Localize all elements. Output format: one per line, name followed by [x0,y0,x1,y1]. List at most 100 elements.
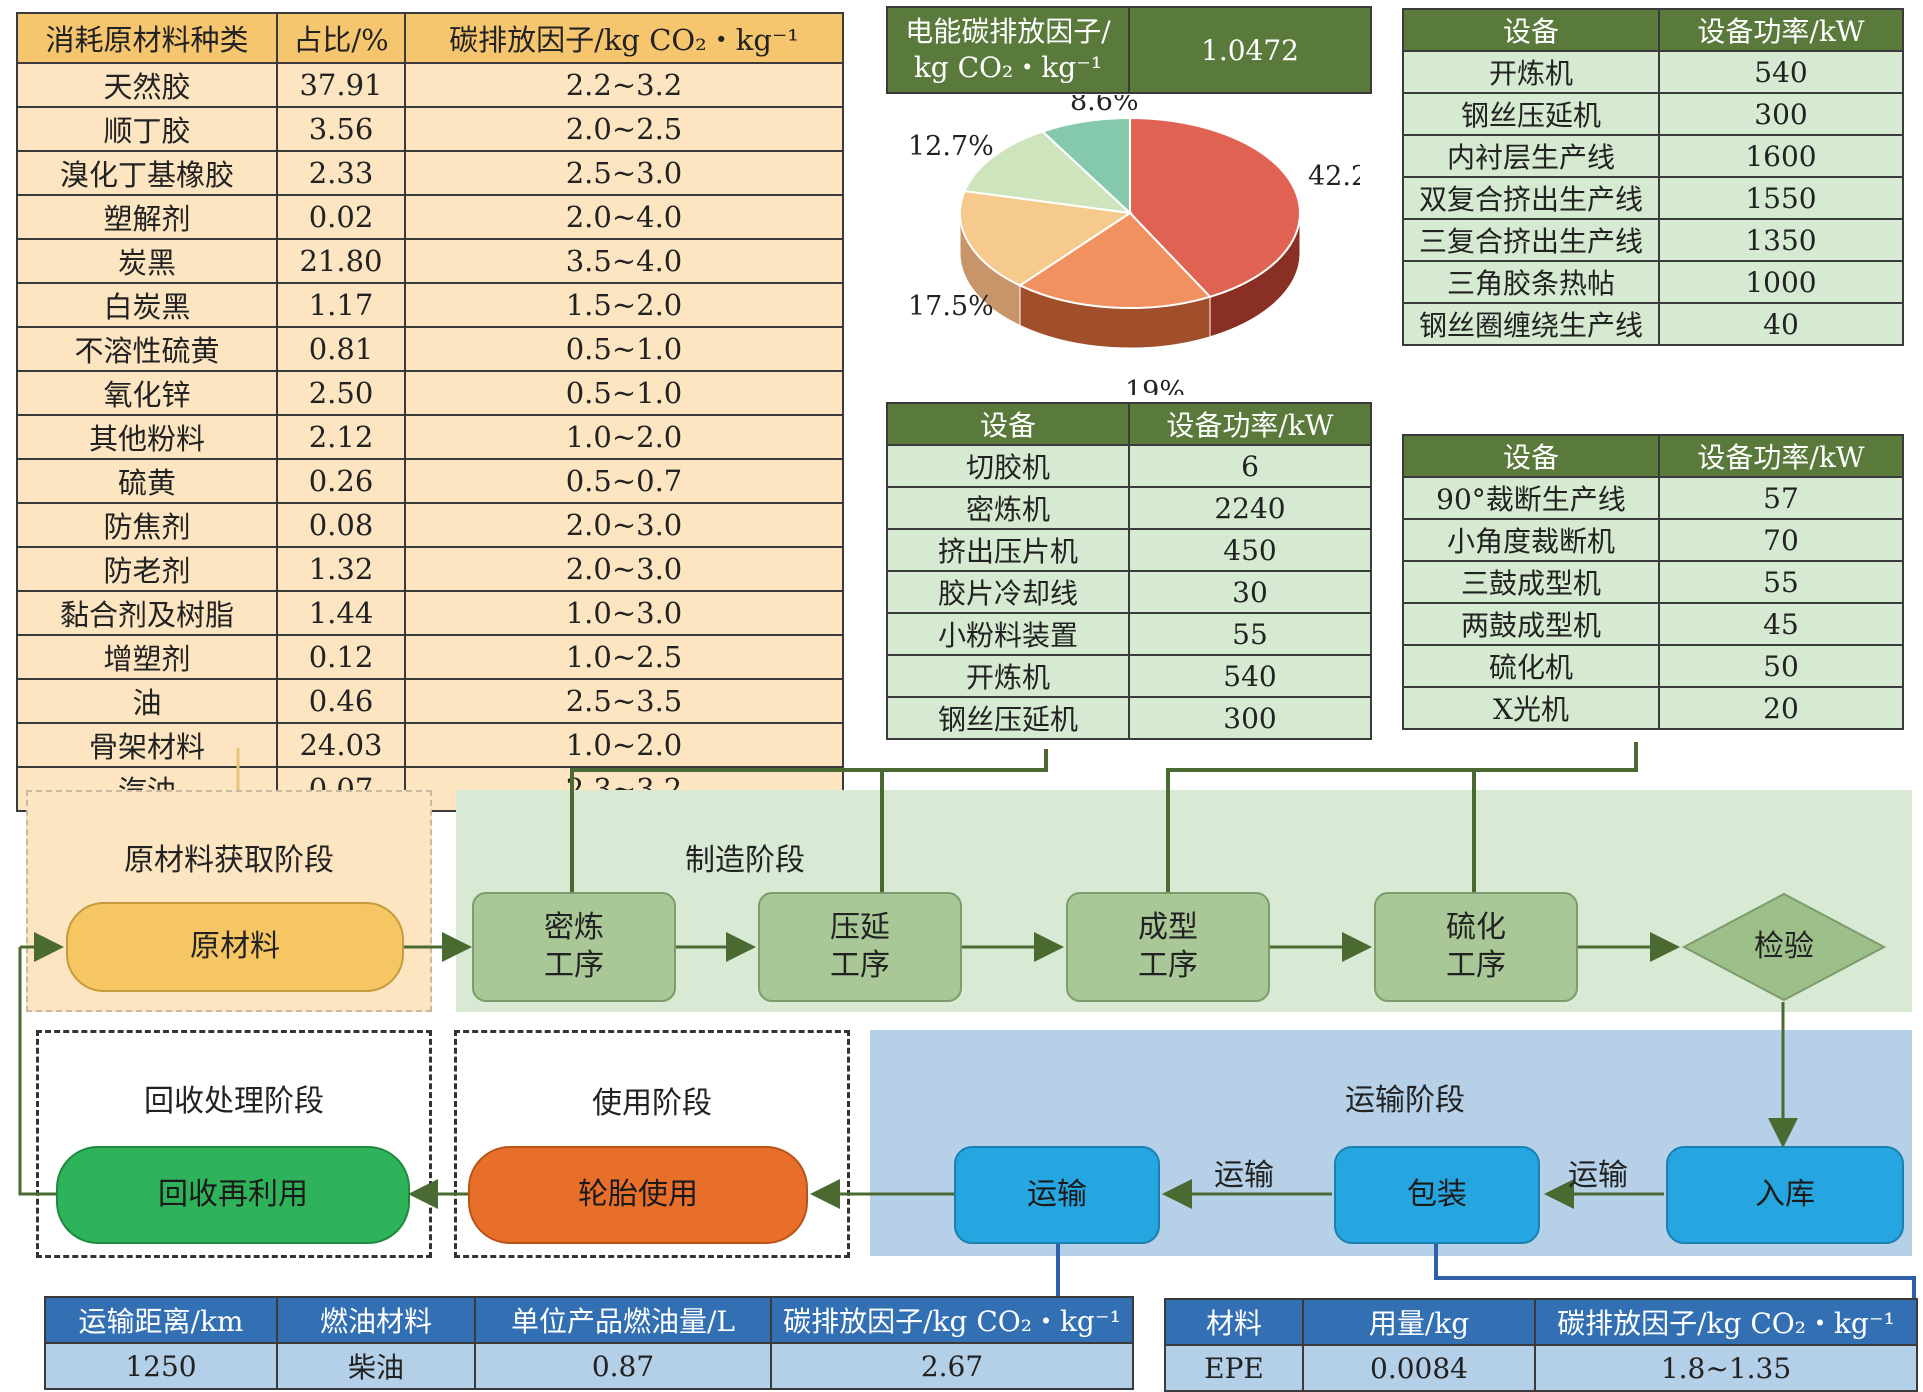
raw-material-cell: 塑解剂 [16,194,278,240]
equipment-c-cell: 70 [1658,518,1904,562]
raw-material-cell: 骨架材料 [16,722,278,768]
equipment-b-cell: 切胶机 [886,444,1130,488]
equipment-a-row: 三复合挤出生产线 1350 [1402,218,1904,262]
raw-material-cell: 3.5~4.0 [404,238,844,284]
raw-material-row: 防老剂 1.32 2.0~3.0 [16,546,844,592]
recycle-stage-title: 回收处理阶段 [144,1084,324,1119]
equipment-b-cell: 小粉料装置 [886,612,1130,656]
raw-material-cell: 防老剂 [16,546,278,592]
pack-amount: 0.0084 [1302,1344,1536,1392]
calender-label-1: 压延 [830,910,890,945]
raw-material-row: 氧化锌 2.50 0.5~1.0 [16,370,844,416]
forming-label-2: 工序 [1138,948,1198,983]
equipment-b-cell: 6 [1128,444,1372,488]
equipment-c-cell: 90°裁断生产线 [1402,476,1660,520]
raw-material-cell: 2.33 [276,150,406,196]
raw-material-row: 黏合剂及树脂 1.44 1.0~3.0 [16,590,844,636]
transport-distance: 1250 [44,1342,278,1390]
pie-chart: 42.2% 19% 17.5% 12.7% 8.6% [908,95,1360,395]
inspection-label: 检验 [1754,929,1814,964]
storage-label: 入库 [1755,1177,1815,1212]
transport-header-factor: 碳排放因子/kg CO₂・kg⁻¹ [770,1296,1134,1344]
raw-material-cell: 0.12 [276,634,406,680]
equipment-b-row: 密炼机 2240 [886,486,1372,530]
raw-material-cell: 2.12 [276,414,406,460]
recycle-node[interactable]: 回收再利用 [56,1146,410,1244]
equipment-c-row: X光机 20 [1402,686,1904,730]
equipment-b-row: 切胶机 6 [886,444,1372,488]
equipment-a-row: 双复合挤出生产线 1550 [1402,176,1904,220]
calendering-process-node[interactable]: 压延 工序 [758,892,962,1002]
pie-slice-label: 8.6% [1070,95,1139,117]
equipment-b-cell: 55 [1128,612,1372,656]
header-material: 消耗原材料种类 [16,12,278,64]
equipment-a-cell: 1000 [1658,260,1904,304]
transport-node[interactable]: 运输 [954,1146,1160,1244]
equipment-c-header-power: 设备功率/kW [1658,434,1904,478]
forming-process-node[interactable]: 成型 工序 [1066,892,1270,1002]
equipment-c-cell: 57 [1658,476,1904,520]
tire-use-node[interactable]: 轮胎使用 [468,1146,808,1244]
transport-fuel: 柴油 [276,1342,476,1390]
use-stage-title: 使用阶段 [592,1086,712,1121]
vulcan-label-1: 硫化 [1446,910,1506,945]
equipment-table-c: 设备 设备功率/kW 90°裁断生产线 57 小角度裁断机 70 三鼓成型机 55 两鼓成型… [1402,434,1904,730]
packing-node[interactable]: 包装 [1334,1146,1540,1244]
raw-material-cell: 防焦剂 [16,502,278,548]
pie-slice-label: 42.2% [1308,161,1360,192]
calender-label-2: 工序 [830,948,890,983]
raw-material-cell: 1.0~3.0 [404,590,844,636]
equipment-c-cell: 45 [1658,602,1904,646]
raw-material-cell: 1.0~2.0 [404,414,844,460]
raw-material-cell: 2.0~3.0 [404,546,844,592]
raw-material-cell: 硫黄 [16,458,278,504]
mixing-process-node[interactable]: 密炼 工序 [472,892,676,1002]
raw-material-cell: 氧化锌 [16,370,278,416]
recycle-stage [36,1030,432,1258]
equipment-a-header-name: 设备 [1402,8,1660,52]
vulcanizing-process-node[interactable]: 硫化 工序 [1374,892,1578,1002]
equipment-a-header-power: 设备功率/kW [1658,8,1904,52]
raw-material-cell: 顺丁胶 [16,106,278,152]
raw-material-node[interactable]: 原材料 [66,902,404,992]
raw-material-cell: 2.0~3.0 [404,502,844,548]
transport-header-fuel-use: 单位产品燃油量/L [474,1296,772,1344]
forming-label-1: 成型 [1138,910,1198,945]
equipment-a-cell: 双复合挤出生产线 [1402,176,1660,220]
raw-material-cell: 2.0~4.0 [404,194,844,240]
raw-material-cell: 0.5~1.0 [404,370,844,416]
pie-slice [1129,116,1301,298]
equipment-c-cell: 55 [1658,560,1904,604]
equipment-b-row: 小粉料装置 55 [886,612,1372,656]
equipment-c-cell: 两鼓成型机 [1402,602,1660,646]
transport-factor: 2.67 [770,1342,1134,1390]
equipment-b-cell: 开炼机 [886,654,1130,698]
storage-node[interactable]: 入库 [1666,1146,1904,1244]
raw-material-cell: 黏合剂及树脂 [16,590,278,636]
raw-material-cell: 0.46 [276,678,406,724]
raw-material-label: 原材料 [190,929,280,964]
manufacture-stage-title: 制造阶段 [685,843,805,878]
raw-material-table: 消耗原材料种类 占比/% 碳排放因子/kg CO₂・kg⁻¹ 天然胶 37.91 2… [16,12,844,812]
raw-material-cell: 天然胶 [16,62,278,108]
inspection-node[interactable] [1682,892,1886,1002]
raw-material-row: 油 0.46 2.5~3.5 [16,678,844,724]
raw-material-cell: 24.03 [276,722,406,768]
equipment-a-cell: 1550 [1658,176,1904,220]
raw-material-cell: 0.02 [276,194,406,240]
equipment-a-cell: 三复合挤出生产线 [1402,218,1660,262]
transport-table: 运输距离/km 燃油材料 单位产品燃油量/L 碳排放因子/kg CO₂・kg⁻¹… [44,1296,1134,1390]
pie-slice [963,130,1133,215]
raw-material-cell: 1.44 [276,590,406,636]
equipment-a-row: 钢丝圈缠绕生产线 40 [1402,302,1904,346]
tire-use-label: 轮胎使用 [578,1177,698,1212]
equipment-a-row: 钢丝压延机 300 [1402,92,1904,136]
raw-material-cell: 1.0~2.0 [404,722,844,768]
header-share: 占比/% [276,12,406,64]
pie-slice-label: 17.5% [908,291,994,322]
raw-material-cell: 其他粉料 [16,414,278,460]
equipment-table-a: 设备 设备功率/kW 开炼机 540 钢丝压延机 300 内衬层生产线 1600 双复合挤出… [1402,8,1904,346]
equipment-b-cell: 540 [1128,654,1372,698]
transport-stage-title: 运输阶段 [1345,1083,1465,1118]
